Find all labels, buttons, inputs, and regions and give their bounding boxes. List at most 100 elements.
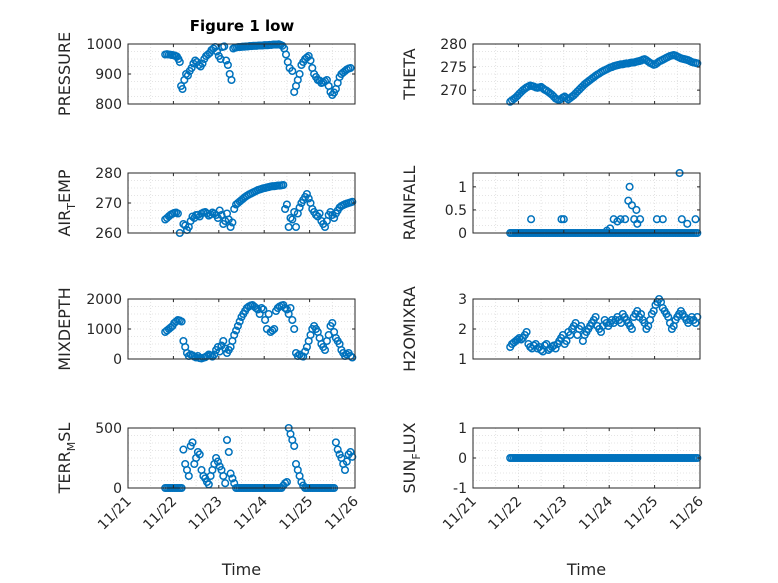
y-axis-label-main: MIXDEPTH: [55, 287, 74, 370]
data-point: [227, 75, 236, 85]
data-point: [281, 50, 291, 59]
data-point: [288, 315, 297, 325]
data-point: [195, 450, 204, 459]
data-markers: [506, 51, 702, 106]
data-point: [257, 303, 266, 313]
data-point: [340, 465, 350, 475]
data-point: [320, 345, 330, 355]
y-axis-label-rest: SL: [55, 423, 74, 442]
y-axis-label-subscript: F: [410, 453, 423, 459]
subplot-pressure: 800 900 1000 PRESSURE: [55, 32, 356, 116]
y-tick-label: 270: [440, 83, 467, 99]
y-axis-label: SUNFLUX: [400, 422, 423, 493]
data-point: [342, 457, 351, 466]
data-point: [304, 194, 313, 203]
data-point: [177, 317, 186, 326]
data-point: [513, 335, 522, 344]
y-axis-label-main: PRESSURE: [55, 32, 74, 116]
data-point: [331, 438, 340, 447]
data-point: [224, 447, 233, 457]
data-point: [616, 215, 625, 224]
subplot-h2omixra: 1 2 3 H2OMIXRA: [400, 286, 702, 372]
data-point: [691, 215, 700, 224]
data-point: [175, 57, 184, 67]
data-point: [286, 213, 295, 223]
data-point: [235, 317, 244, 326]
data-point: [658, 215, 667, 224]
y-tick-label: 2000: [86, 292, 122, 308]
subplot-rainfall: 0 0.5 1 RAINFALL: [400, 166, 702, 242]
data-point: [295, 69, 304, 79]
y-tick-label: 260: [95, 226, 122, 242]
subplot-mixdepth: 0 1000 2000 MIXDEPTH: [55, 287, 357, 371]
data-point: [693, 312, 702, 322]
axes-box: [472, 172, 701, 234]
data-point: [281, 303, 290, 313]
y-axis-label: MIXDEPTH: [55, 287, 74, 370]
data-point: [226, 222, 235, 232]
y-tick-label: 1000: [86, 37, 122, 53]
x-axis-label: Time: [566, 560, 606, 579]
data-point: [677, 215, 686, 224]
y-tick-label: 500: [95, 421, 122, 437]
data-point: [208, 352, 217, 361]
grid: [128, 428, 355, 488]
x-axis-label: Time: [221, 560, 261, 579]
data-point: [268, 326, 277, 335]
data-point: [230, 204, 239, 214]
data-point: [215, 206, 224, 215]
data-point: [288, 66, 297, 76]
y-axis-label: TERRMSL: [55, 423, 78, 495]
y-tick-label: 1000: [86, 322, 122, 338]
y-axis-label-rest: EMP: [55, 169, 74, 203]
data-point: [636, 215, 645, 224]
y-tick-label: 900: [95, 67, 122, 83]
y-tick-label: 0: [113, 481, 122, 497]
y-tick-label: -1: [453, 481, 467, 497]
data-point: [551, 344, 560, 353]
data-markers: [161, 300, 357, 363]
data-point: [228, 218, 237, 227]
y-tick-label: 270: [95, 196, 122, 212]
data-markers: [161, 180, 357, 238]
y-axis-label-main: AIR: [55, 210, 74, 237]
y-tick-label: 0: [458, 451, 467, 467]
subplot-air_temp: 260 270 280 AIRTEMP: [55, 166, 357, 242]
y-axis-label-main: TERR: [55, 451, 74, 494]
data-point: [562, 93, 571, 103]
data-point: [179, 445, 188, 454]
y-axis-label-main: RAINFALL: [400, 166, 419, 241]
data-point: [562, 336, 571, 346]
y-tick-label: 3: [458, 292, 467, 308]
data-point: [301, 347, 310, 356]
data-point: [264, 309, 273, 319]
data-point: [591, 312, 600, 322]
data-point: [282, 477, 291, 487]
data-point: [206, 210, 215, 219]
data-point: [183, 71, 192, 80]
y-axis-label-main: THETA: [400, 48, 419, 100]
data-point: [198, 59, 207, 68]
y-tick-label: 275: [440, 60, 467, 76]
data-point: [279, 180, 288, 190]
y-tick-label: 280: [440, 37, 467, 53]
data-point: [683, 219, 692, 228]
data-point: [304, 51, 313, 61]
data-point: [188, 438, 197, 447]
data-point: [621, 215, 630, 224]
y-axis-label-rest: LUX: [400, 422, 419, 453]
data-point: [270, 324, 279, 334]
data-point: [333, 445, 342, 454]
y-axis-label: RAINFALL: [400, 166, 419, 241]
y-tick-label: 1: [458, 421, 467, 437]
data-point: [348, 197, 357, 206]
data-point: [302, 189, 311, 199]
data-point: [226, 469, 235, 478]
data-point: [230, 330, 239, 340]
data-point: [212, 47, 222, 56]
y-axis-label-main: SUN: [400, 460, 419, 494]
data-point: [627, 201, 636, 210]
data-point: [346, 447, 355, 457]
data-point: [625, 182, 634, 191]
y-tick-label: 2: [458, 322, 467, 338]
